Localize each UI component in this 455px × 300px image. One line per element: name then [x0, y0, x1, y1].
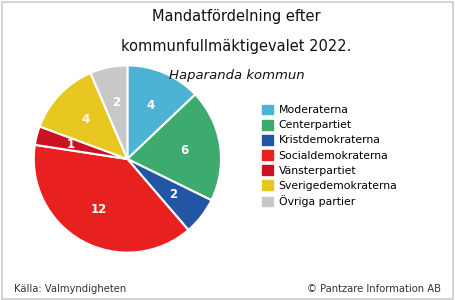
Text: 12: 12 [91, 203, 107, 216]
Legend: Moderaterna, Centerpartiet, Kristdemokraterna, Socialdemokraterna, Vänsterpartie: Moderaterna, Centerpartiet, Kristdemokra… [260, 103, 399, 209]
Text: 4: 4 [81, 112, 90, 125]
Wedge shape [35, 127, 127, 159]
Text: Källa: Valmyndigheten: Källa: Valmyndigheten [14, 284, 126, 294]
Wedge shape [91, 65, 127, 159]
Text: 2: 2 [111, 96, 120, 109]
Wedge shape [127, 94, 221, 200]
Text: kommunfullmäktigevalet 2022.: kommunfullmäktigevalet 2022. [121, 39, 352, 54]
Wedge shape [40, 73, 127, 159]
Text: Mandatfördelning efter: Mandatfördelning efter [152, 9, 321, 24]
Text: © Pantzare Information AB: © Pantzare Information AB [307, 284, 441, 294]
Text: 2: 2 [169, 188, 177, 201]
Wedge shape [127, 65, 195, 159]
Wedge shape [127, 159, 212, 230]
Text: 4: 4 [146, 99, 154, 112]
Text: Haparanda kommun: Haparanda kommun [169, 69, 304, 82]
Wedge shape [34, 145, 188, 253]
Text: 1: 1 [67, 138, 75, 151]
Text: 6: 6 [181, 144, 189, 157]
